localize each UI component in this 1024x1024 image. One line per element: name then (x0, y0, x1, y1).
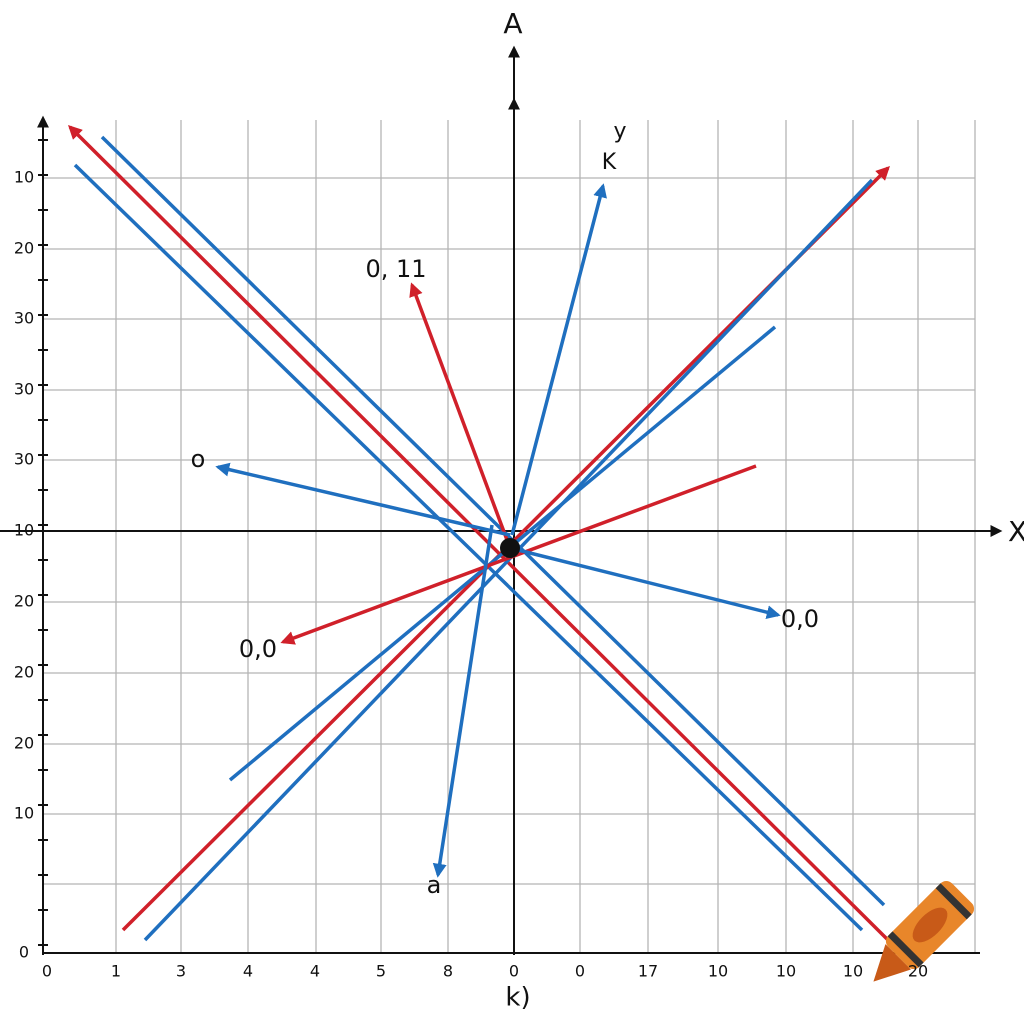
y-tick-label: 20 (14, 663, 34, 682)
y-tick-label: 30 (14, 380, 34, 399)
crayon (873, 880, 975, 982)
y-tick-label: 20 (14, 734, 34, 753)
x-tick-label: 4 (310, 962, 320, 981)
x-tick-label: 4 (243, 962, 253, 981)
x-tick-label: 17 (638, 962, 658, 981)
x-tick-label: 5 (376, 962, 386, 981)
x-tick-label: 0 (509, 962, 519, 981)
x-tick-label: 8 (443, 962, 453, 981)
annotation: a (427, 871, 442, 899)
axis-label: k) (505, 983, 530, 1013)
y-tick-label: 10 (14, 521, 34, 540)
y-tick-label: 20 (14, 592, 34, 611)
axis-label: K (602, 150, 617, 175)
y-tick-label: 30 (14, 450, 34, 469)
axis-label: y (613, 119, 626, 144)
x-tick-label: 0 (42, 962, 52, 981)
x-tick-label: 10 (708, 962, 728, 981)
y-tick-label: 20 (14, 239, 34, 258)
grid (38, 120, 976, 953)
lines (68, 125, 890, 942)
x-tick-label: 10 (776, 962, 796, 981)
axis-label: X (1008, 515, 1024, 548)
y-tick-label: 10 (14, 804, 34, 823)
annotation: o (191, 445, 206, 473)
x-tick-label: 3 (176, 962, 186, 981)
x-tick-label: 1 (111, 962, 121, 981)
y-tick-label: 0 (19, 943, 29, 962)
annotation: 0, 11 (365, 255, 426, 283)
x-tick-label: 10 (843, 962, 863, 981)
annotation: 0,0 (239, 635, 277, 663)
annotation: 0,0 (781, 605, 819, 633)
x-tick-label: 20 (908, 962, 928, 981)
x-tick-label: 0 (575, 962, 585, 981)
y-tick-label: 30 (14, 309, 34, 328)
y-tick-label: 10 (14, 168, 34, 187)
axis-label: A (503, 7, 522, 40)
